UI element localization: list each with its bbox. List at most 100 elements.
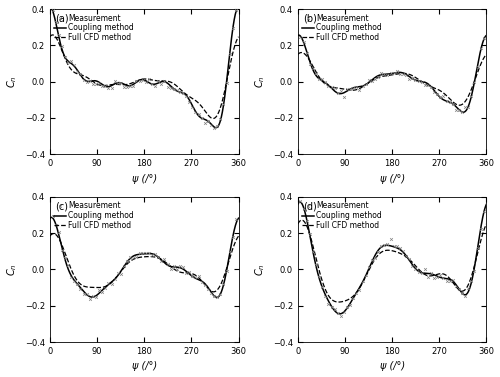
Coupling method: [420, 271, 426, 275]
Full CFD method: [358, 283, 364, 288]
Coupling method: [47, 216, 53, 221]
Measurement: [338, 314, 344, 318]
Full CFD method: [337, 86, 343, 90]
Line: Coupling method: Coupling method: [50, 218, 238, 297]
Measurement: [106, 281, 112, 285]
Coupling method: [213, 295, 219, 300]
Coupling method: [462, 293, 468, 297]
Coupling method: [295, 202, 301, 207]
Coupling method: [236, 5, 242, 9]
Line: Measurement: Measurement: [51, 215, 238, 300]
Full CFD method: [462, 100, 468, 105]
Coupling method: [172, 265, 178, 269]
Coupling method: [196, 115, 202, 119]
Measurement: [298, 199, 304, 203]
Coupling method: [214, 126, 220, 130]
Measurement: [112, 276, 117, 281]
Measurement: [344, 87, 350, 92]
Line: Full CFD method: Full CFD method: [50, 234, 238, 292]
Y-axis label: $C_n$: $C_n$: [6, 75, 20, 88]
Coupling method: [110, 279, 116, 283]
Full CFD method: [172, 82, 178, 87]
Coupling method: [89, 295, 95, 299]
Line: Measurement: Measurement: [51, 8, 238, 130]
Full CFD method: [84, 285, 90, 289]
Coupling method: [358, 84, 364, 89]
Full CFD method: [337, 300, 343, 304]
Line: Full CFD method: Full CFD method: [298, 220, 486, 302]
Line: Full CFD method: Full CFD method: [50, 35, 238, 118]
Full CFD method: [50, 231, 56, 236]
Coupling method: [484, 33, 490, 38]
Coupling method: [48, 215, 54, 220]
Full CFD method: [210, 290, 216, 294]
Coupling method: [214, 295, 220, 300]
Legend: Measurement, Coupling method, Full CFD method: Measurement, Coupling method, Full CFD m…: [54, 201, 134, 231]
Coupling method: [337, 311, 343, 316]
Measurement: [298, 35, 304, 39]
Coupling method: [420, 80, 426, 84]
Full CFD method: [420, 80, 426, 85]
Coupling method: [332, 309, 338, 314]
Measurement: [211, 126, 217, 130]
Measurement: [481, 36, 487, 40]
Measurement: [360, 84, 366, 89]
Full CFD method: [420, 271, 426, 276]
Measurement: [108, 86, 114, 90]
Measurement: [233, 8, 239, 12]
Coupling method: [47, 5, 53, 9]
X-axis label: ψ (/°): ψ (/°): [132, 174, 157, 184]
Full CFD method: [332, 299, 338, 304]
Full CFD method: [336, 300, 342, 304]
Full CFD method: [484, 222, 490, 226]
Measurement: [168, 267, 173, 271]
Measurement: [50, 214, 56, 219]
Measurement: [459, 110, 465, 114]
Full CFD method: [295, 52, 301, 57]
Text: (c): (c): [56, 201, 68, 211]
X-axis label: ψ (/°): ψ (/°): [380, 174, 404, 184]
Line: Coupling method: Coupling method: [50, 7, 238, 128]
Measurement: [350, 86, 356, 90]
Full CFD method: [332, 86, 338, 90]
Text: (a): (a): [56, 14, 69, 23]
Coupling method: [47, 5, 53, 9]
Coupling method: [444, 277, 450, 281]
Full CFD method: [236, 234, 242, 238]
Measurement: [50, 7, 56, 12]
Coupling method: [172, 87, 178, 92]
Full CFD method: [110, 279, 116, 283]
Measurement: [328, 85, 334, 90]
Coupling method: [484, 202, 490, 207]
Full CFD method: [298, 218, 304, 222]
Coupling method: [297, 200, 303, 204]
Measurement: [416, 270, 422, 274]
Coupling method: [196, 278, 202, 282]
Measurement: [115, 271, 121, 276]
Text: (d): (d): [304, 201, 317, 211]
Coupling method: [213, 126, 219, 130]
Full CFD method: [214, 288, 220, 293]
Coupling method: [358, 282, 364, 287]
Measurement: [356, 88, 362, 92]
Y-axis label: $C_n$: $C_n$: [254, 75, 268, 88]
Measurement: [112, 79, 117, 83]
Full CFD method: [456, 103, 462, 107]
Line: Measurement: Measurement: [299, 35, 485, 113]
Coupling method: [89, 79, 95, 83]
Y-axis label: $C_n$: $C_n$: [6, 263, 20, 276]
Measurement: [328, 305, 334, 310]
Coupling method: [110, 83, 116, 87]
Coupling method: [296, 33, 302, 37]
Full CFD method: [484, 52, 490, 57]
Measurement: [164, 84, 170, 89]
Text: (b): (b): [304, 14, 318, 23]
X-axis label: ψ (/°): ψ (/°): [132, 362, 157, 371]
Line: Coupling method: Coupling method: [298, 35, 486, 112]
Legend: Measurement, Coupling method, Full CFD method: Measurement, Coupling method, Full CFD m…: [302, 13, 382, 43]
Measurement: [80, 292, 86, 296]
Measurement: [87, 296, 93, 301]
Measurement: [481, 208, 487, 213]
Line: Coupling method: Coupling method: [298, 202, 486, 314]
Coupling method: [337, 91, 343, 96]
